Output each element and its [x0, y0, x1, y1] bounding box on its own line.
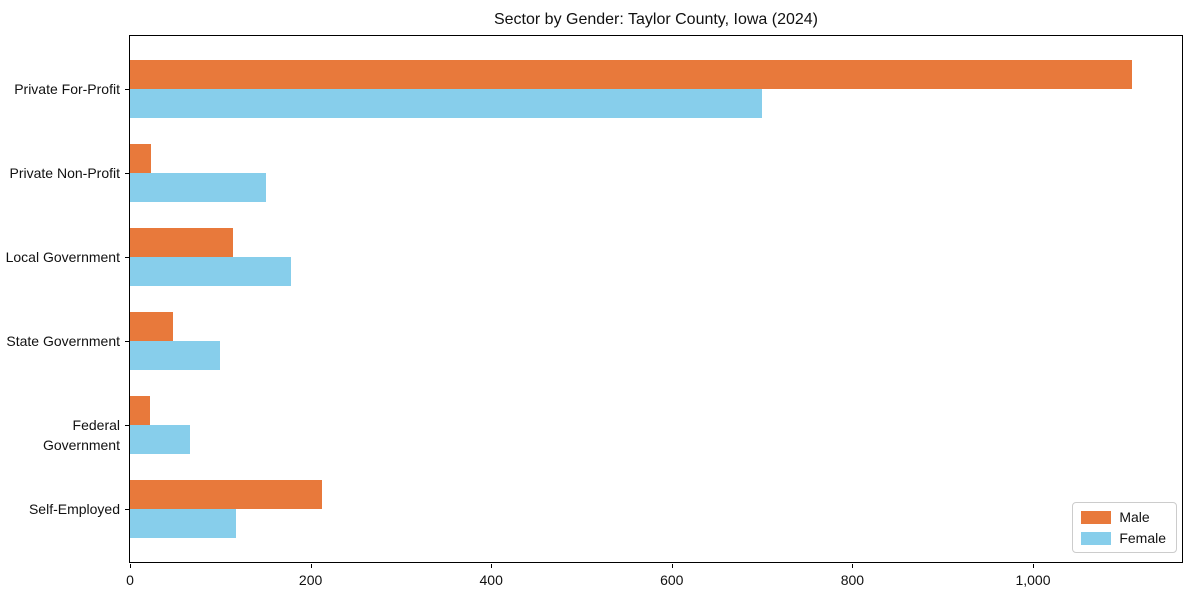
y-tick — [125, 425, 129, 426]
bar-male-state-government — [130, 312, 174, 341]
legend-swatch-female — [1081, 531, 1112, 545]
legend-entry-male: Male — [1081, 509, 1166, 525]
x-tick-label-600: 600 — [660, 572, 684, 588]
chart-title: Sector by Gender: Taylor County, Iowa (2… — [493, 11, 818, 28]
bar-male-federal-government — [130, 396, 150, 425]
bar-male-private-non-profit — [130, 144, 151, 173]
legend-entry-female: Female — [1081, 530, 1166, 546]
x-tick-label-1-000: 1,000 — [1015, 572, 1051, 588]
bar-male-private-for-profit — [130, 60, 1133, 89]
y-tick — [125, 173, 129, 174]
bar-male-local-government — [130, 228, 233, 257]
legend-label-male: Male — [1119, 509, 1150, 525]
y-tick — [125, 89, 129, 90]
legend-label-female: Female — [1119, 530, 1166, 546]
x-tick — [310, 564, 312, 568]
y-tick-label-state-government: State Government — [6, 333, 120, 349]
x-tick — [671, 564, 673, 568]
legend: Male Female — [1072, 502, 1177, 553]
y-tick-label-local-government: Local Government — [5, 249, 120, 265]
bar-female-private-for-profit — [130, 89, 763, 118]
x-tick-label-800: 800 — [840, 572, 865, 588]
x-tick-label-200: 200 — [298, 572, 323, 588]
x-tick — [852, 564, 854, 568]
bar-female-state-government — [130, 341, 221, 370]
bar-female-local-government — [130, 257, 291, 286]
y-tick — [125, 257, 129, 258]
x-tick-label-0: 0 — [126, 572, 134, 588]
bar-male-self-employed — [130, 480, 323, 509]
y-tick-label-private-non-profit: Private Non-Profit — [9, 165, 120, 181]
bar-female-self-employed — [130, 509, 236, 538]
x-tick — [130, 564, 131, 568]
x-tick — [1033, 564, 1034, 568]
y-tick — [125, 341, 129, 342]
bar-female-private-non-profit — [130, 173, 267, 202]
x-tick-label-400: 400 — [479, 572, 503, 588]
x-tick — [491, 564, 493, 568]
legend-swatch-male — [1081, 510, 1112, 524]
y-tick-label-self-employed: Self-Employed — [28, 501, 120, 517]
plot-area: Male Female Private For-Profit Private No… — [6, 35, 1183, 588]
y-tick-label-federal-government: Federal Government — [42, 417, 120, 453]
y-tick — [125, 509, 129, 510]
y-tick-label-private-for-profit: Private For-Profit — [14, 81, 120, 97]
bar-female-federal-government — [130, 425, 190, 454]
